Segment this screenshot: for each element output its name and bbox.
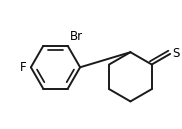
Text: Br: Br xyxy=(70,30,83,43)
Text: F: F xyxy=(20,61,27,74)
Text: S: S xyxy=(172,47,180,60)
